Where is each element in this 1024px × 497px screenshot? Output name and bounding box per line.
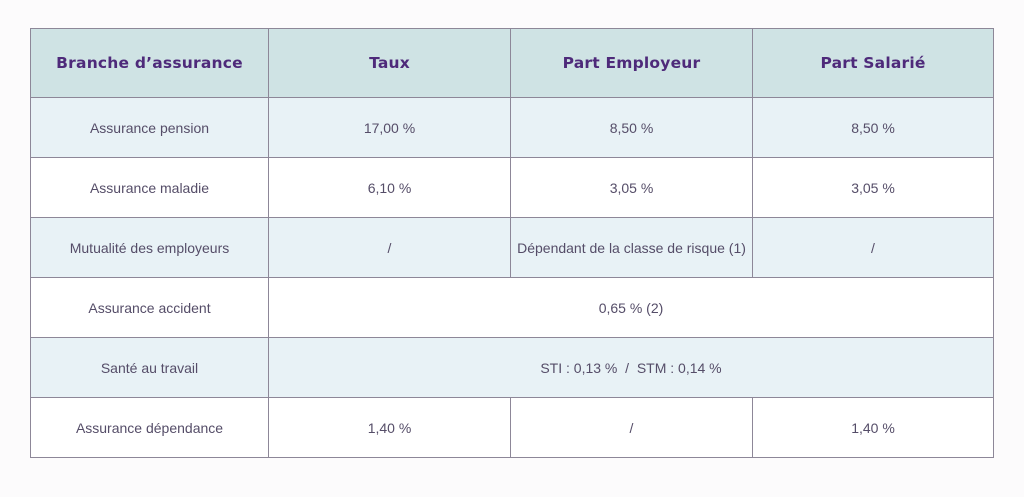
table-header-row: Branche d’assurance Taux Part Employeur … xyxy=(30,28,994,98)
table-row-assurance-dependance: Assurance dépendance 1,40 % / 1,40 % xyxy=(30,397,994,458)
cell-taux: 1,40 % xyxy=(268,397,511,458)
cell-taux: 17,00 % xyxy=(268,97,511,158)
cell-branch-label: Santé au travail xyxy=(30,337,269,398)
cell-merged-value: 0,65 % (2) xyxy=(268,277,994,338)
column-header-part-salarie: Part Salarié xyxy=(752,28,994,98)
column-header-branche-assurance: Branche d’assurance xyxy=(30,28,269,98)
table-row-assurance-accident: Assurance accident 0,65 % (2) xyxy=(30,277,994,338)
cell-part-employeur: 3,05 % xyxy=(510,157,753,218)
column-header-taux: Taux xyxy=(268,28,511,98)
table-row-assurance-maladie: Assurance maladie 6,10 % 3,05 % 3,05 % xyxy=(30,157,994,218)
cell-part-salarie: 1,40 % xyxy=(752,397,994,458)
table-row-assurance-pension: Assurance pension 17,00 % 8,50 % 8,50 % xyxy=(30,97,994,158)
table-row-mutualite-employeurs: Mutualité des employeurs / Dépendant de … xyxy=(30,217,994,278)
cell-branch-label: Assurance dépendance xyxy=(30,397,269,458)
table-row-sante-au-travail: Santé au travail STI : 0,13 % / STM : 0,… xyxy=(30,337,994,398)
insurance-rates-table: Branche d’assurance Taux Part Employeur … xyxy=(30,28,994,458)
cell-merged-value: STI : 0,13 % / STM : 0,14 % xyxy=(268,337,994,398)
column-header-part-employeur: Part Employeur xyxy=(510,28,753,98)
cell-branch-label: Assurance accident xyxy=(30,277,269,338)
cell-part-salarie: 8,50 % xyxy=(752,97,994,158)
cell-branch-label: Assurance pension xyxy=(30,97,269,158)
cell-taux: / xyxy=(268,217,511,278)
cell-branch-label: Assurance maladie xyxy=(30,157,269,218)
insurance-rates-table-container: Branche d’assurance Taux Part Employeur … xyxy=(30,28,994,458)
cell-part-salarie: / xyxy=(752,217,994,278)
cell-part-salarie: 3,05 % xyxy=(752,157,994,218)
cell-part-employeur: / xyxy=(510,397,753,458)
cell-taux: 6,10 % xyxy=(268,157,511,218)
cell-branch-label: Mutualité des employeurs xyxy=(30,217,269,278)
cell-part-employeur: Dépendant de la classe de risque (1) xyxy=(510,217,753,278)
cell-part-employeur: 8,50 % xyxy=(510,97,753,158)
